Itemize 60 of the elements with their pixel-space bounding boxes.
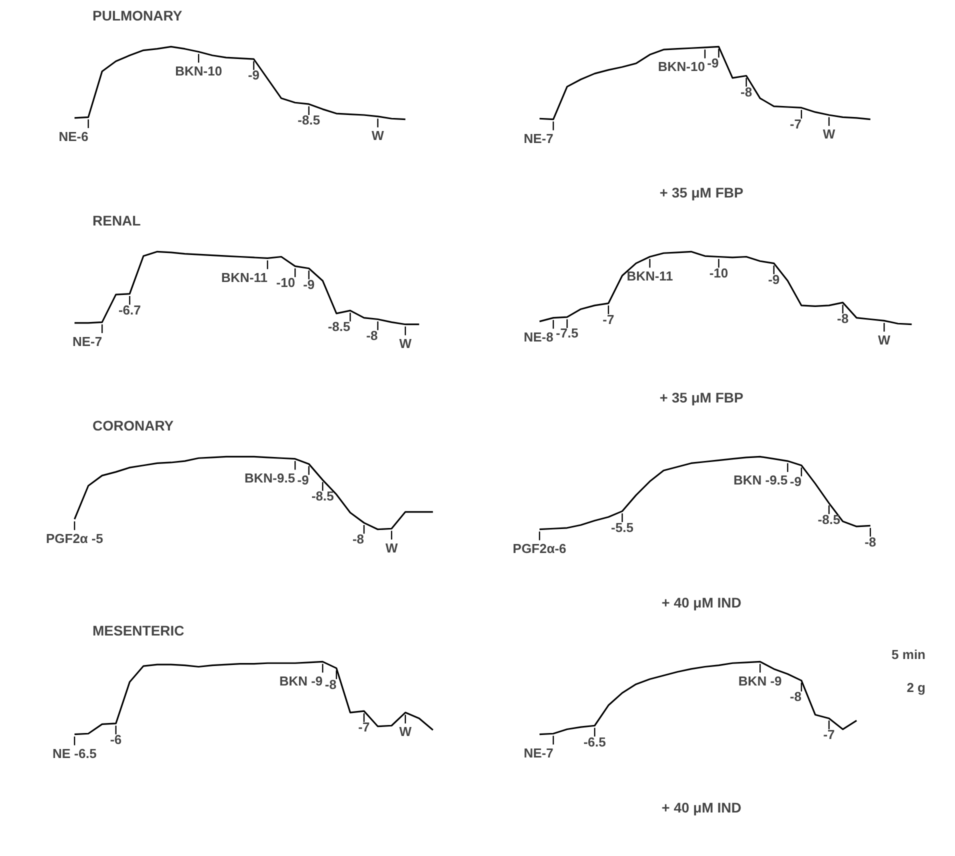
annotation: -8 xyxy=(352,531,364,546)
annotation: -8.5 xyxy=(818,512,840,527)
annotation: -9 xyxy=(297,472,309,488)
annotation: BKN-9.5 xyxy=(244,470,296,486)
annotation: NE-8 xyxy=(524,329,554,344)
annotation: -10 xyxy=(709,265,728,280)
annotation: -7.5 xyxy=(556,326,578,341)
annotation: W xyxy=(878,332,892,348)
annotation: -8 xyxy=(324,676,336,692)
annotation: -6.7 xyxy=(118,302,141,318)
annotation: NE-7 xyxy=(72,334,102,349)
annotation: W xyxy=(399,724,412,740)
annotation: -6 xyxy=(110,732,122,748)
annotation: BKN -9 xyxy=(738,673,782,688)
chart-title: PULMONARY xyxy=(92,8,183,24)
annotation: -8.5 xyxy=(298,112,320,128)
annotation: -8 xyxy=(740,84,752,100)
text: + 40 μM IND xyxy=(662,800,742,816)
annotation: -9 xyxy=(303,277,315,292)
annotation: -9 xyxy=(768,272,780,287)
annotation: BKN -9 xyxy=(279,673,323,688)
annotation: -7 xyxy=(358,720,370,735)
annotation: PGF2α -5 xyxy=(46,530,104,546)
annotation: W xyxy=(385,540,398,556)
annotation: -8 xyxy=(837,311,849,326)
annotation: -7 xyxy=(602,312,614,327)
annotation: NE-7 xyxy=(524,130,554,146)
chart-title: CORONARY xyxy=(92,418,174,434)
annotation: -9 xyxy=(707,55,719,70)
annotation: -10 xyxy=(276,274,296,290)
text: + 35 μM FBP xyxy=(660,390,744,406)
annotation: BKN-10 xyxy=(658,59,705,74)
text: 2 g xyxy=(906,680,926,695)
annotation: -6.5 xyxy=(583,734,606,750)
annotation: BKN-11 xyxy=(626,268,673,284)
annotation: -9 xyxy=(248,68,260,83)
annotation: NE-6 xyxy=(58,128,88,144)
annotation: -8 xyxy=(790,689,802,704)
annotation: -9 xyxy=(790,474,802,490)
annotation: BKN-11 xyxy=(221,270,268,285)
annotation: NE -6.5 xyxy=(52,746,97,761)
annotation: -7 xyxy=(823,726,835,742)
annotation: W xyxy=(372,128,385,144)
text: + 40 μM IND xyxy=(662,594,742,610)
annotation: -8.5 xyxy=(311,488,334,504)
annotation: NE-7 xyxy=(524,745,554,760)
annotation: W xyxy=(822,126,836,142)
chart-title: RENAL xyxy=(92,212,142,228)
chart-title: MESENTERIC xyxy=(92,622,184,638)
annotation: BKN-10 xyxy=(175,63,222,78)
annotation: PGF2α-6 xyxy=(512,540,566,556)
annotation: BKN -9.5 xyxy=(733,472,788,488)
text: + 35 μM FBP xyxy=(660,184,744,200)
annotation: -7 xyxy=(790,116,802,132)
annotation: -8.5 xyxy=(328,319,350,334)
annotation: -8 xyxy=(864,534,876,550)
annotation: -8 xyxy=(366,328,378,343)
text: 5 min xyxy=(892,647,926,662)
annotation: W xyxy=(399,336,412,351)
annotation: -5.5 xyxy=(611,520,634,535)
